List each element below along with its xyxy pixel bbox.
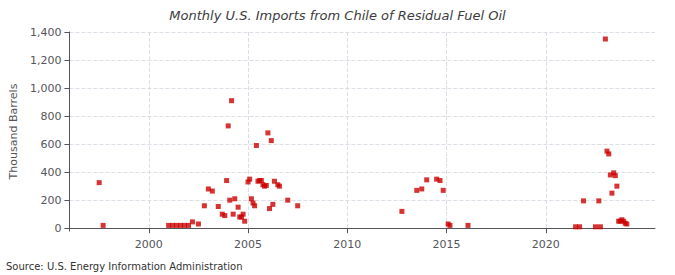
svg-text:Monthly U.S. Imports from Chil: Monthly U.S. Imports from Chile of Resid… bbox=[169, 8, 506, 23]
svg-text:2015: 2015 bbox=[433, 238, 461, 251]
svg-text:Source: U.S. Energy Informatio: Source: U.S. Energy Information Administ… bbox=[6, 261, 243, 272]
svg-text:2005: 2005 bbox=[234, 238, 262, 251]
svg-text:2000: 2000 bbox=[135, 238, 163, 251]
svg-text:1,400: 1,400 bbox=[30, 26, 62, 39]
svg-text:Thousand Barrels: Thousand Barrels bbox=[7, 83, 20, 180]
svg-text:200: 200 bbox=[40, 194, 61, 207]
svg-text:600: 600 bbox=[40, 138, 61, 151]
svg-text:1,200: 1,200 bbox=[30, 54, 62, 67]
svg-text:400: 400 bbox=[40, 166, 61, 179]
svg-text:800: 800 bbox=[40, 110, 61, 123]
svg-text:0: 0 bbox=[54, 222, 61, 235]
svg-text:1,000: 1,000 bbox=[30, 82, 62, 95]
svg-text:2010: 2010 bbox=[333, 238, 361, 251]
svg-text:2020: 2020 bbox=[532, 238, 560, 251]
